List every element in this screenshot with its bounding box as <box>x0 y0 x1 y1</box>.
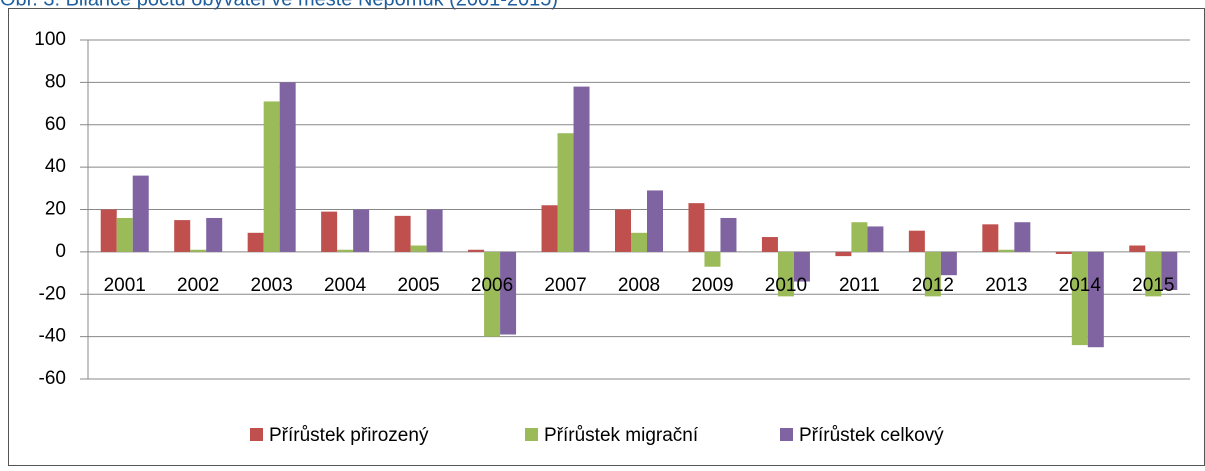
bar <box>940 251 957 276</box>
y-tick-label: -60 <box>39 368 66 389</box>
bar <box>247 232 264 252</box>
bar <box>132 175 149 252</box>
y-tick-label: 100 <box>34 29 66 50</box>
x-tick-label: 2003 <box>251 275 293 296</box>
y-tick-label: -40 <box>39 326 66 347</box>
bar <box>1161 251 1178 291</box>
bar <box>190 249 207 252</box>
bar <box>206 217 223 252</box>
bar <box>541 205 558 252</box>
bar <box>410 245 427 252</box>
x-tick-label: 2014 <box>1059 275 1102 296</box>
y-tick-label: 20 <box>45 199 66 220</box>
bar <box>321 211 338 252</box>
y-tick-label: 60 <box>45 114 66 135</box>
bar <box>1055 251 1072 254</box>
bar <box>1145 251 1162 297</box>
x-tick-label: 2010 <box>765 275 807 296</box>
bar <box>337 249 354 252</box>
x-tick-label: 2007 <box>544 275 586 296</box>
bar <box>279 82 296 252</box>
bar <box>468 249 485 252</box>
bar <box>647 190 663 252</box>
legend-swatch <box>525 428 538 441</box>
x-tick-label: 2012 <box>912 275 954 296</box>
bar <box>688 203 705 252</box>
bar <box>704 251 721 267</box>
bar <box>631 232 647 252</box>
bar <box>484 251 501 337</box>
x-tick-label: 2006 <box>471 275 513 296</box>
legend-swatch <box>250 428 263 441</box>
bar <box>573 86 590 252</box>
bar <box>116 217 133 252</box>
bar <box>1129 245 1146 252</box>
legend-swatch <box>780 428 793 441</box>
bar <box>500 251 517 335</box>
x-tick-label: 2015 <box>1132 275 1174 296</box>
bar <box>835 251 852 257</box>
bar <box>851 222 868 252</box>
bar <box>1087 251 1104 348</box>
bar <box>1014 222 1031 252</box>
bar <box>998 249 1015 252</box>
x-tick-label: 2013 <box>985 275 1027 296</box>
legend-label: Přírůstek přirozený <box>269 425 429 446</box>
legend-label: Přírůstek celkový <box>799 425 944 446</box>
bar <box>982 224 999 252</box>
bar <box>615 209 631 252</box>
bar <box>353 209 370 252</box>
bar <box>1071 251 1088 346</box>
x-tick-label: 2001 <box>104 275 146 296</box>
y-tick-label: 40 <box>45 156 66 177</box>
bar <box>924 251 941 297</box>
x-tick-label: 2009 <box>691 275 733 296</box>
x-tick-label: 2004 <box>324 275 367 296</box>
x-tick-label: 2008 <box>618 275 660 296</box>
bar <box>908 230 925 252</box>
bar <box>557 133 574 252</box>
bar <box>793 251 810 282</box>
x-tick-label: 2011 <box>839 275 880 296</box>
y-tick-label: -20 <box>39 283 66 304</box>
bar <box>426 209 443 252</box>
y-tick-label: 80 <box>45 71 66 92</box>
bar <box>100 209 117 252</box>
legend-label: Přírůstek migrační <box>544 425 699 446</box>
bar <box>867 226 884 252</box>
chart-title: Obr. 3: Bilance počtu obyvatel ve městě … <box>0 0 558 10</box>
bar <box>761 237 778 252</box>
x-tick-label: 2002 <box>177 275 219 296</box>
y-tick-label: 0 <box>55 241 66 262</box>
bar <box>720 217 737 252</box>
bar <box>394 215 411 252</box>
bar <box>777 251 794 297</box>
x-tick-label: 2005 <box>397 275 439 296</box>
bar <box>263 101 280 252</box>
bar <box>174 220 191 252</box>
